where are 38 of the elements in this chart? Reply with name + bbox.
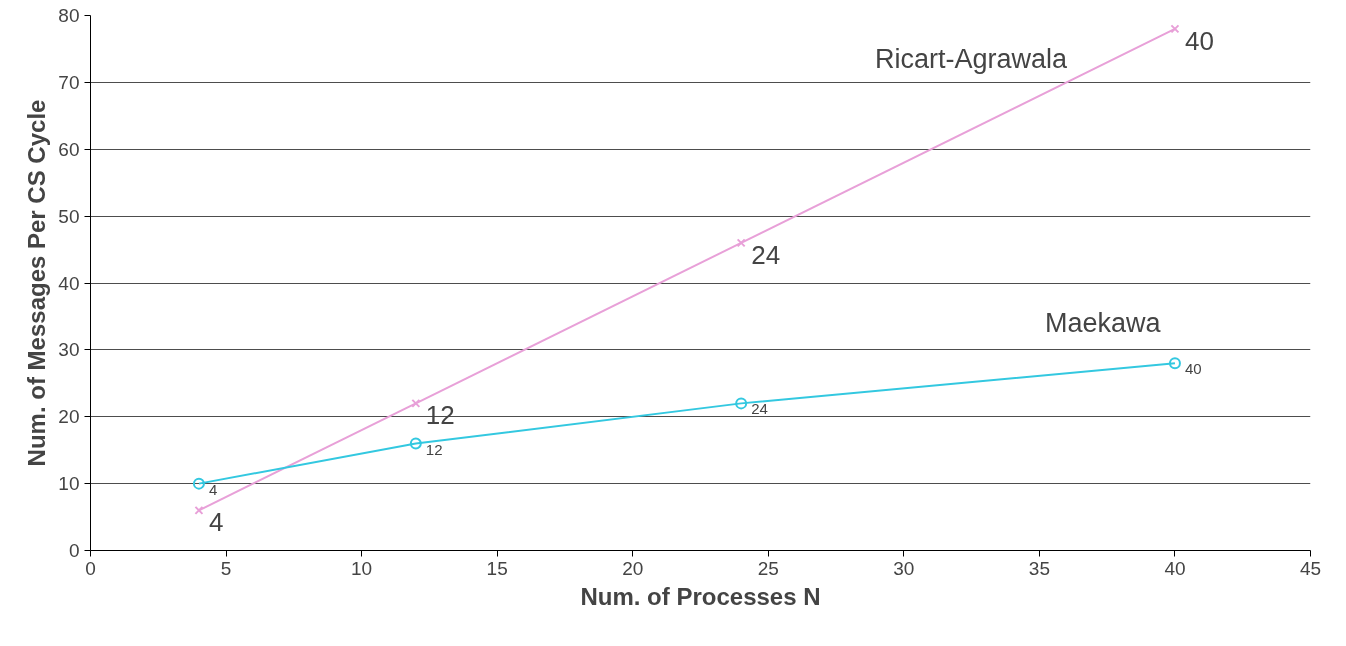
series-label: Ricart-Agrawala (874, 43, 1068, 74)
point (735, 397, 748, 410)
y-tick-label: 50 (58, 205, 80, 227)
y-tick-label: 30 (58, 339, 80, 361)
x-tick-label: 40 (1164, 557, 1186, 579)
point (194, 505, 204, 515)
x-tick-label: 30 (893, 557, 915, 579)
y-tick-label: 80 (58, 5, 80, 26)
point (192, 477, 205, 490)
point (1168, 357, 1181, 370)
x-axis-title: Num. of Processes N (580, 582, 821, 610)
y-tick-label: 10 (58, 473, 80, 495)
series-label: Maekawa (1044, 308, 1162, 339)
y-tick-label: 40 (58, 272, 80, 294)
y-tick-label: 20 (58, 406, 80, 428)
point (736, 238, 746, 248)
x-tick-label: 15 (486, 557, 508, 579)
y-tick-label: 60 (58, 138, 80, 160)
x-tick-label: 20 (622, 557, 644, 579)
point (1170, 24, 1180, 34)
x-tick-label: 35 (1028, 557, 1050, 579)
y-tick-label: 70 (58, 71, 80, 93)
y-axis-title: Num. of Messages Per CS Cycle (23, 99, 51, 467)
y-tick-label: 0 (68, 540, 80, 561)
point (409, 437, 422, 450)
x-tick-label: 10 (351, 557, 373, 579)
annotation: 24 (751, 400, 768, 418)
annotation: 4 (208, 480, 218, 498)
x-tick-label: 25 (757, 557, 779, 579)
annotation: 40 (1184, 25, 1214, 56)
x-tick-label: 0 (85, 557, 96, 579)
annotation: 24 (751, 239, 781, 270)
x-tick-label: 5 (220, 557, 232, 579)
annotation: 12 (425, 440, 443, 458)
annotation: 4 (208, 507, 224, 538)
point (411, 398, 421, 408)
x-tick-label: 45 (1299, 557, 1322, 579)
annotation: 40 (1184, 360, 1202, 378)
